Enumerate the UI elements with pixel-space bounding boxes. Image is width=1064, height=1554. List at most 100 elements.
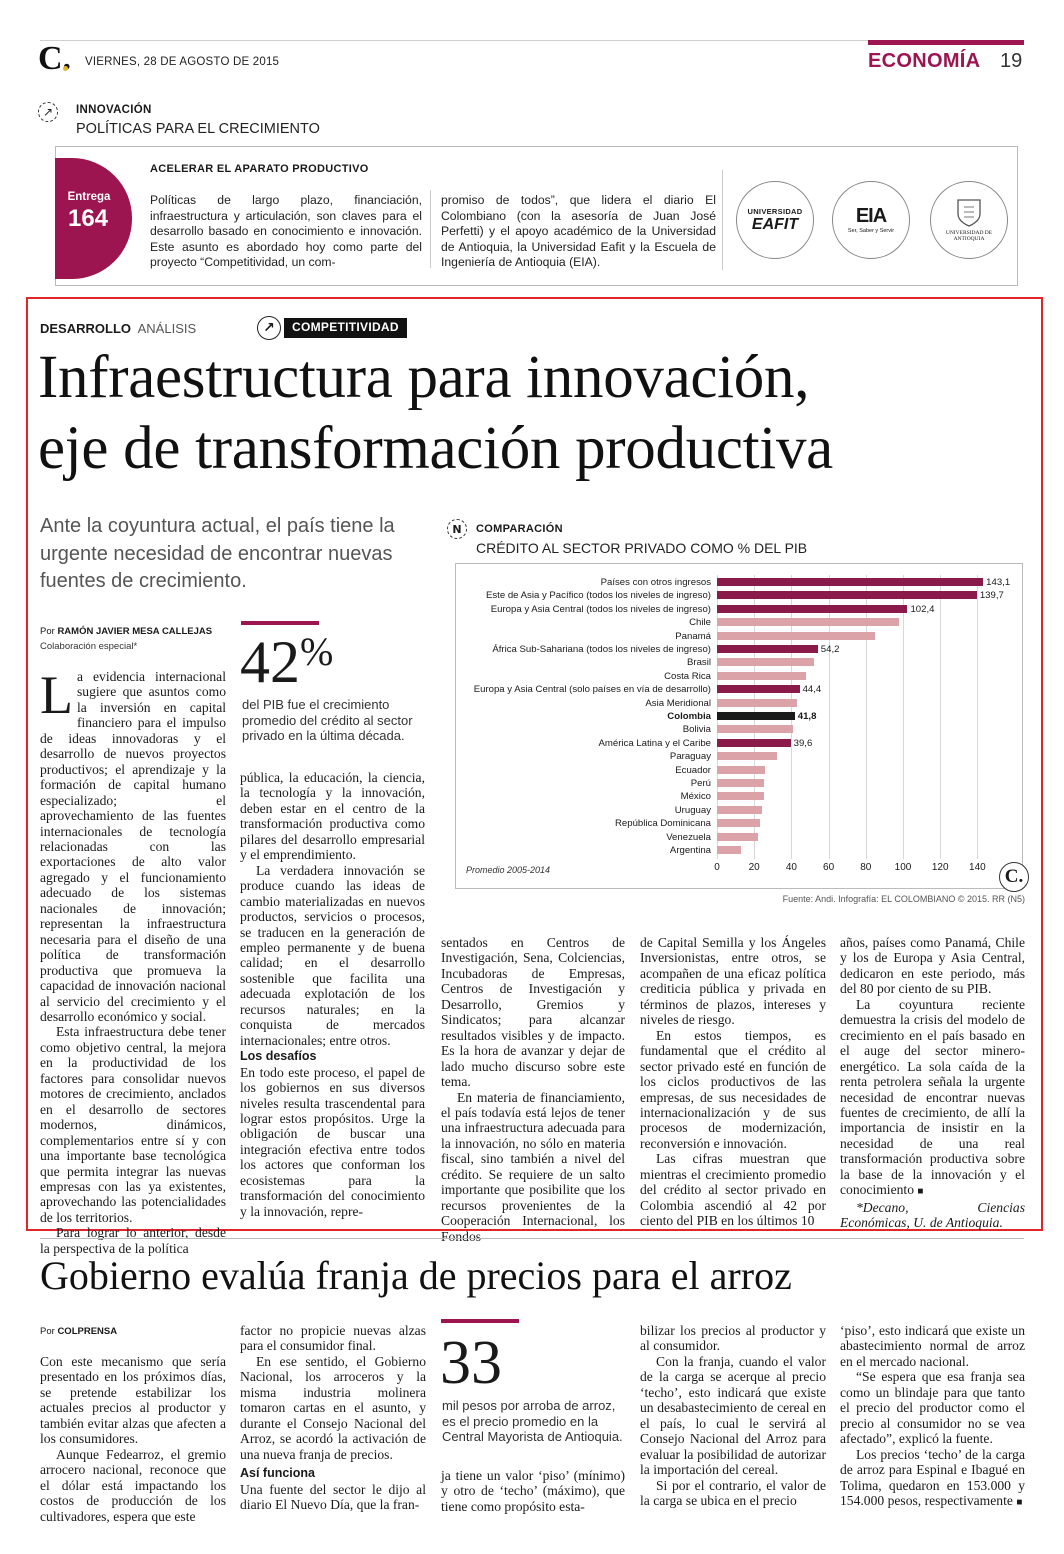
author-note: *Decano, Ciencias Económicas, U. de Anti… (840, 1199, 1025, 1231)
chart-category-label: Chile (689, 617, 711, 629)
header-date: VIERNES, 28 DE AGOSTO DE 2015 (85, 56, 280, 68)
chart-logo: C. (999, 862, 1029, 892)
article2-col5-p1: ‘piso’, esto indicará que existe un abas… (840, 1323, 1025, 1369)
series-title: POLÍTICAS PARA EL CRECIMIENTO (76, 121, 320, 137)
stat-bar (241, 621, 319, 625)
article1-col4: de Capital Semilla y los Ángeles Inversi… (640, 935, 826, 1229)
chart-xtick-label: 140 (969, 862, 986, 873)
chart-gridline (940, 575, 942, 859)
chart-category-label: Costa Rica (664, 670, 711, 682)
chart-category-label: Argentina (669, 845, 711, 856)
chart-xaxis: 0 20 40 60 80 100 120 140 (455, 862, 1023, 876)
article2-col2: factor no propicie nuevas alzas para el … (240, 1323, 426, 1512)
logo-dot (63, 66, 68, 71)
stat2-bar (441, 1319, 519, 1323)
chart-category-label: Asia Meridional (645, 697, 711, 709)
chart-row: Europa y Asia Central (todos los niveles… (455, 603, 1055, 616)
chart-row: Panamá (455, 630, 1055, 643)
stat-42: 42% (240, 628, 333, 696)
chart-title: CRÉDITO AL SECTOR PRIVADO COMO % DEL PIB (476, 540, 808, 556)
chart-bar (717, 846, 742, 854)
chart-gridline (828, 575, 830, 859)
article2-col3: ja tiene un valor ‘piso’ (mínimo) y otro… (441, 1468, 625, 1514)
article1-col2-p3: En todo este proceso, el papel de los go… (240, 1064, 425, 1219)
chart-bar (717, 631, 876, 640)
page-number: 19 (1000, 50, 1023, 72)
article2-col4-p2: Con la franja, cuando el valor de la car… (640, 1353, 826, 1478)
chart-gridline (977, 575, 979, 859)
stat-42-unit: % (300, 629, 334, 674)
chart-category-label: Bolivia (682, 724, 711, 736)
article-tag: COMPETITIVIDAD (284, 318, 407, 338)
article2-col4-p1: bilizar los precios al productor y al co… (640, 1323, 826, 1354)
chart-frame (455, 563, 1023, 889)
article1-col4-p1: de Capital Semilla y los Ángeles Inversi… (640, 935, 826, 1028)
chart-category-label: Europa y Asia Central (todos los niveles… (490, 603, 711, 615)
chart-category-label: Venezuela (666, 831, 711, 843)
shield-icon (957, 198, 981, 227)
byline-prefix: Por (40, 626, 58, 637)
chart-row: Venezuela (455, 831, 1055, 844)
stat-42-value: 42 (240, 629, 300, 695)
chart-category-label: Europa y Asia Central (solo países en ví… (473, 684, 711, 696)
chart-row: África Sub-Sahariana (todos los niveles … (455, 643, 1055, 656)
chart-row: Europa y Asia Central (solo países en ví… (455, 683, 1055, 696)
chart-value-label: 54,2 (820, 644, 840, 655)
chart-row: Bolivia (455, 723, 1055, 736)
chart-row: Ecuador (455, 764, 1055, 777)
eia-logo-sub: Ser, Saber y Servir (847, 228, 895, 234)
chart-bar (717, 805, 762, 814)
udea-logo: UNIVERSIDAD DE ANTIOQUIA (930, 181, 1008, 259)
chart-row: Paraguay (455, 750, 1055, 763)
eia-logo: EIA Ser, Saber y Servir (832, 181, 910, 259)
article2-byline: Por COLPRENSA (40, 1326, 117, 1337)
chart-category-label: México (680, 791, 711, 803)
chart-value-label: 41,8 (797, 711, 817, 722)
chart-row: Brasil (455, 656, 1055, 669)
chart-xtick-label: 20 (748, 862, 760, 873)
stat-33-value: 33 (440, 1329, 502, 1397)
entrega-number: 164 (67, 205, 109, 232)
stat-42-text: del PIB fue el crecimiento promedio del … (242, 697, 413, 743)
chart-bar (717, 792, 764, 801)
header-rule (40, 40, 1024, 41)
chart-kicker: COMPARACIÓN (476, 523, 563, 535)
chart-bar (717, 645, 818, 653)
chart-bar (717, 698, 797, 707)
chart-xtick-label: 40 (785, 862, 797, 873)
chart-xtick-label: 120 (931, 862, 949, 873)
eafit-logo-main: EAFIT (751, 216, 799, 233)
series-box-topline (55, 146, 1018, 147)
chart-bar (717, 604, 908, 613)
article1-col5: años, países como Panamá, Chile y los de… (840, 935, 1025, 1231)
article1-col2: pública, la educación, la ciencia, la te… (240, 770, 425, 1219)
chart-bar (717, 765, 766, 774)
chart-row: Uruguay (455, 804, 1055, 817)
chart-category-label: Países con otros ingresos (600, 577, 711, 588)
chart-bar (717, 832, 758, 841)
chart-value-label: 44,4 (802, 684, 822, 696)
article2-byline-name: COLPRENSA (57, 1326, 118, 1337)
chart-bar (717, 671, 807, 680)
chart-value-label: 102,4 (910, 603, 935, 615)
article2-col4: bilizar los precios al productor y al co… (640, 1323, 826, 1508)
chart-gridline (865, 575, 867, 859)
article2-col3-p1: ja tiene un valor ‘piso’ (mínimo) y otro… (441, 1468, 625, 1514)
chart-row: Perú (455, 777, 1055, 790)
chart-row: Este de Asia y Pacífico (todos los nivel… (455, 589, 1055, 602)
subhead-asi-funciona: Así funciona (240, 1466, 316, 1481)
series-kicker: INNOVACIÓN (76, 104, 152, 116)
eafit-logo: UNIVERSIDAD EAFIT (736, 181, 814, 259)
chart-category-label: Uruguay (674, 804, 711, 816)
article2-col2-p1: factor no propicie nuevas alzas para el … (240, 1323, 426, 1354)
chart-category-label: Panamá (675, 630, 711, 642)
chart-row: México (455, 790, 1055, 803)
chart-row: Chile (455, 616, 1055, 629)
article1-col2-p2: La verdadera innovación se produce cuand… (240, 862, 425, 1048)
article1-col1-p3: Para lograr lo anterior, desde la perspe… (40, 1225, 226, 1256)
chart-bar (717, 578, 984, 586)
article2-col4-p3: Si por el contrario, el valor de la carg… (640, 1477, 826, 1508)
chart-gridline (903, 575, 904, 859)
